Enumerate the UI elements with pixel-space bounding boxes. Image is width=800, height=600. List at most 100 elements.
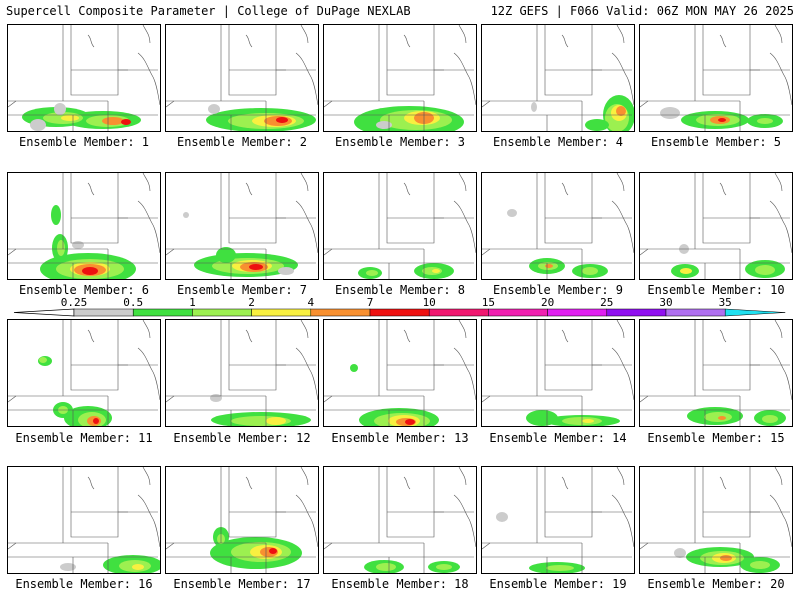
scp-contour (718, 118, 726, 122)
state-boundary (300, 173, 309, 192)
state-boundary (719, 182, 727, 196)
ensemble-panel (7, 172, 161, 280)
state-boundary (245, 329, 253, 343)
ensemble-panel (639, 319, 793, 427)
state-boundary (8, 542, 17, 550)
ensemble-panel (7, 319, 161, 427)
forecast-map (324, 467, 476, 573)
state-boundary (774, 25, 783, 44)
state-boundary (324, 248, 333, 256)
scp-contour (432, 269, 440, 273)
state-boundary (70, 173, 119, 244)
state-boundary (70, 467, 119, 538)
legend-swatch (428, 308, 489, 317)
scp-contour (269, 548, 277, 554)
member-caption: Ensemble Member: 11 (15, 431, 153, 445)
state-boundary (137, 200, 160, 254)
forecast-map (640, 467, 792, 573)
legend-tick-label: 0.25 (61, 296, 88, 309)
state-boundary (142, 173, 151, 192)
state-boundary (87, 329, 95, 343)
state-boundary (295, 200, 318, 254)
ensemble-panel (481, 172, 635, 280)
color-legend: 0.25 0.5 1 2 4 7 10 15 20 25 30 35 (13, 296, 786, 317)
state-boundary (386, 173, 435, 244)
state-boundary (482, 395, 491, 403)
state-boundary (482, 248, 491, 256)
state-boundary (453, 200, 476, 254)
state-boundary (719, 476, 727, 490)
state-boundary (166, 100, 175, 108)
scp-contour (757, 118, 773, 124)
scp-contour (376, 121, 392, 129)
legend-tick-label: 30 (659, 296, 672, 309)
member-caption: Ensemble Member: 18 (331, 577, 469, 591)
state-boundary (640, 395, 649, 403)
state-boundary (458, 467, 467, 486)
state-boundary (137, 347, 160, 401)
state-boundary (300, 320, 309, 339)
state-boundary (142, 467, 151, 486)
state-boundary (458, 25, 467, 44)
state-boundary (137, 52, 160, 106)
ensemble-panel (165, 319, 319, 427)
state-boundary (386, 320, 435, 391)
state-boundary (561, 476, 569, 490)
ensemble-panel (7, 466, 161, 574)
forecast-map (8, 320, 160, 426)
ensemble-panel (323, 24, 477, 132)
forecast-map (640, 25, 792, 131)
scp-contour (718, 416, 726, 420)
state-boundary (702, 25, 751, 96)
scp-contour (585, 119, 609, 131)
state-boundary (166, 395, 175, 403)
state-boundary (8, 100, 17, 108)
member-caption: Ensemble Member: 20 (647, 577, 785, 591)
state-boundary (403, 476, 411, 490)
scp-contour (531, 102, 537, 112)
scp-contour (210, 394, 222, 402)
forecast-map (166, 173, 318, 279)
scp-contour (208, 104, 220, 114)
state-boundary (640, 248, 649, 256)
state-boundary (324, 542, 333, 550)
scp-contour (276, 117, 288, 123)
ensemble-panel (639, 172, 793, 280)
scp-contour (366, 270, 378, 276)
scp-contour (72, 241, 84, 249)
header-title: Supercell Composite Parameter | College … (6, 4, 411, 18)
scp-contour (680, 268, 692, 274)
legend-swatch (547, 308, 608, 317)
state-boundary (300, 467, 309, 486)
state-boundary (386, 25, 435, 96)
state-boundary (70, 320, 119, 391)
state-boundary (8, 248, 17, 256)
state-boundary (774, 173, 783, 192)
forecast-map (482, 173, 634, 279)
scp-contour (249, 264, 263, 270)
scp-contour (57, 240, 65, 256)
forecast-map (8, 173, 160, 279)
scp-contour (546, 565, 574, 571)
state-boundary (719, 34, 727, 48)
state-boundary (774, 467, 783, 486)
forecast-map (8, 25, 160, 131)
state-boundary (616, 173, 625, 192)
scp-contour (762, 415, 778, 423)
scp-contour (616, 106, 626, 116)
scp-contour (755, 265, 775, 275)
scp-contour (582, 419, 594, 423)
state-boundary (544, 173, 593, 244)
member-caption: Ensemble Member: 5 (650, 135, 782, 149)
state-boundary (87, 182, 95, 196)
scp-contour (660, 107, 680, 119)
state-boundary (544, 320, 593, 391)
state-boundary (403, 182, 411, 196)
state-boundary (403, 34, 411, 48)
legend-swatch (665, 308, 726, 317)
forecast-map (8, 467, 160, 573)
state-boundary (245, 182, 253, 196)
member-caption: Ensemble Member: 19 (489, 577, 627, 591)
state-boundary (453, 52, 476, 106)
state-boundary (228, 173, 277, 244)
